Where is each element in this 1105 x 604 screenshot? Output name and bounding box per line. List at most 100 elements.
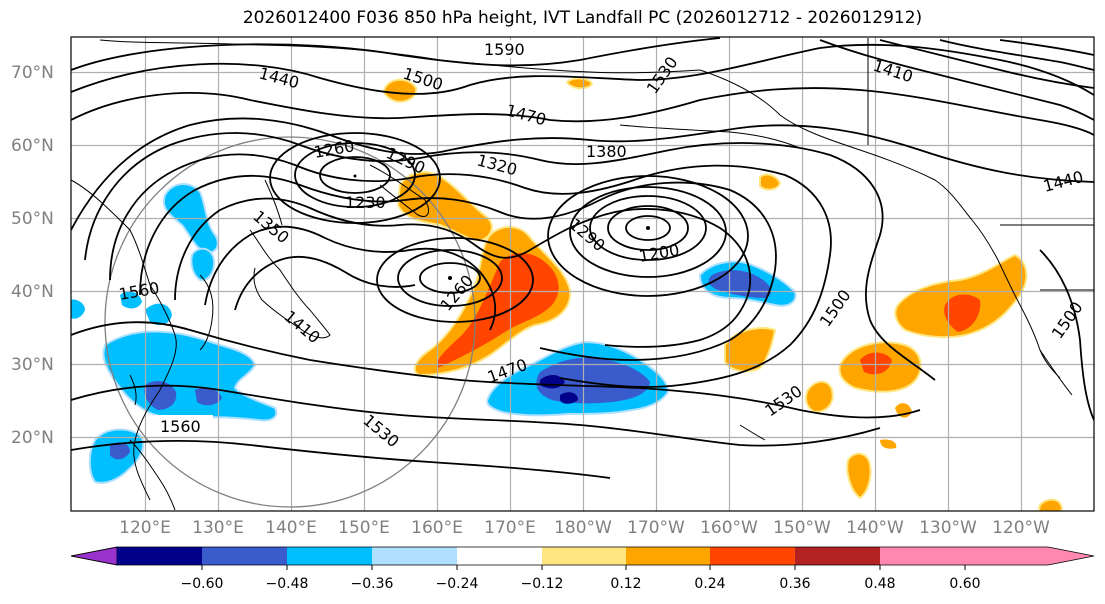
lon-label-160w: 160°W: [700, 518, 758, 538]
height-contour-line: [84, 132, 936, 381]
lon-label-140w: 140°W: [846, 518, 904, 538]
contour-label: 1380: [586, 142, 627, 161]
contour-label-bg: [155, 415, 213, 433]
colorbar-tick-label: 0.12: [610, 576, 641, 592]
ivt-negative-region: [536, 357, 650, 404]
ivt-positive-region: [759, 173, 782, 191]
height-contour-low-ring: [294, 142, 416, 208]
height-contour-low-ring: [625, 215, 671, 241]
map-background: [71, 37, 1094, 511]
ivt-negative-region: [195, 387, 222, 406]
low-center-marker: [353, 174, 357, 178]
lon-label-150w: 150°W: [773, 518, 831, 538]
height-contour-line: [71, 117, 1094, 231]
coastline-sakhalin: [264, 179, 283, 226]
height-contour-line: [71, 87, 1094, 136]
height-contour-line: [71, 321, 921, 419]
coastline-japan: [249, 229, 331, 339]
colorbar-tick-label: −0.36: [351, 576, 394, 592]
height-contour-low-ring: [589, 195, 707, 261]
lat-label-20n: 20°N: [11, 428, 54, 448]
height-contour-low-ring: [607, 205, 689, 251]
colorbar-segment: [372, 547, 457, 565]
ivt-positive-region: [1037, 498, 1064, 511]
colorbar-segment: [117, 547, 202, 565]
lon-label-170e: 170°E: [484, 518, 536, 538]
colorbar-ticks: [201, 565, 966, 570]
lat-label-30n: 30°N: [11, 355, 54, 375]
height-contour-line: [819, 39, 1094, 121]
longitude-labels: 120°E 130°E 140°E 150°E 160°E 170°E 180°…: [119, 518, 1050, 538]
ivt-negative-region: [190, 247, 216, 282]
colorbar-segment: [542, 547, 626, 565]
colorbar-segment: [795, 547, 880, 565]
colorbar-tick-label: −0.12: [521, 576, 564, 592]
colorbar-tick-label: 0.24: [694, 576, 725, 592]
height-contour-line: [999, 39, 1094, 56]
ivt-positive-region: [383, 78, 418, 103]
lat-label-60n: 60°N: [11, 136, 54, 156]
coastline-baja: [1039, 349, 1073, 396]
colorbar-segment: [626, 547, 710, 565]
lon-label-170w: 170°W: [627, 518, 685, 538]
height-contour-low-ring: [319, 156, 391, 194]
height-contour-line: [71, 439, 611, 479]
colorbar-segment: [287, 547, 372, 565]
lon-label-140e: 140°E: [265, 518, 317, 538]
contour-label: 1560: [160, 417, 201, 436]
height-contour-line: [204, 225, 497, 331]
height-contour-low-ring: [269, 132, 441, 224]
ivt-positive-region: [944, 294, 981, 332]
height-contour-line: [71, 43, 1094, 96]
ivt-positive-region: [846, 452, 872, 500]
colorbar-extend-right: [965, 547, 1094, 565]
height-contour-line: [71, 384, 881, 447]
colorbar-tick-label: −0.24: [436, 576, 479, 592]
colorbar-tick-label: −0.48: [266, 576, 309, 592]
coastline-korea: [199, 274, 214, 351]
colorbar-segment: [880, 547, 965, 565]
lon-label-180w: 180°W: [554, 518, 612, 538]
coastline-aleutians: [619, 124, 801, 149]
coastline-philippines: [129, 439, 176, 511]
lat-label-50n: 50°N: [11, 209, 54, 229]
coastline-asia: [71, 179, 177, 501]
height-contour-line: [139, 174, 777, 361]
ivt-positive-region: [805, 380, 834, 414]
ivt-negative-region: [120, 291, 142, 309]
low-center-markers: [353, 174, 650, 280]
height-contour-line: [879, 39, 1094, 89]
colorbar-outline: [70, 546, 1095, 566]
height-contour-low-ring: [569, 186, 727, 278]
lon-label-130e: 130°E: [192, 518, 244, 538]
landfall-region-circle: [104, 136, 476, 508]
height-contour-line: [1039, 249, 1094, 421]
colorbar-segment: [202, 547, 287, 565]
lon-label-120e: 120°E: [119, 518, 171, 538]
lon-label-120w: 120°W: [992, 518, 1050, 538]
contour-label-bg: [480, 40, 538, 58]
map-plot-area: 1560 1590 1500 1440 1470 1530 1380 1410 …: [71, 37, 1094, 511]
low-center-marker: [646, 226, 650, 230]
ivt-positive-region: [565, 77, 594, 90]
colorbar: −0.60 −0.48 −0.36 −0.24 −0.12 0.12 0.24 …: [70, 546, 1095, 592]
height-contour-low-ring: [376, 237, 534, 323]
ivt-positive-shading: [383, 77, 1064, 511]
colorbar-tick-label: −0.60: [181, 576, 224, 592]
latitude-labels: 70°N 60°N 50°N 40°N 30°N 20°N: [11, 63, 54, 448]
height-contour-low-ring: [419, 262, 481, 294]
ivt-positive-region: [724, 327, 777, 373]
colorbar-tick-labels: −0.60 −0.48 −0.36 −0.24 −0.12 0.12 0.24 …: [181, 576, 981, 592]
lon-label-150e: 150°E: [338, 518, 390, 538]
height-contour-line: [109, 153, 832, 388]
ivt-positive-region: [880, 439, 897, 449]
contour-label: 1590: [484, 40, 525, 59]
height-contour-line: [174, 197, 752, 348]
ivt-negative-region: [110, 442, 130, 460]
height-contour-line: [939, 39, 1094, 71]
lon-label-160e: 160°E: [411, 518, 463, 538]
ivt-negative-region: [71, 299, 85, 319]
coastline-taiwan: [129, 374, 137, 406]
colorbar-segment: [457, 547, 542, 565]
ivt-positive-region: [436, 253, 559, 368]
